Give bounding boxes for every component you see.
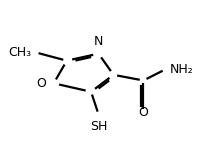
Text: N: N [94,35,103,48]
Text: O: O [138,106,148,120]
Text: O: O [36,77,46,90]
Text: SH: SH [90,120,107,133]
Text: CH₃: CH₃ [8,46,31,59]
Text: NH₂: NH₂ [169,63,193,76]
